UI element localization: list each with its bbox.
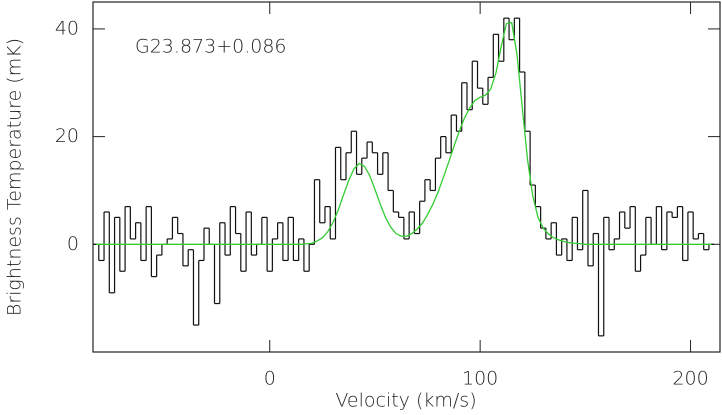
- y-axis-label: Brightness Temperature (mK): [4, 38, 26, 316]
- fit-line: [96, 21, 712, 245]
- x-axis-label: Velocity (km/s): [335, 390, 476, 412]
- x-tick-label: 200: [672, 368, 708, 390]
- x-tick-label: 0: [264, 368, 276, 390]
- annotation: G23.873+0.086: [135, 36, 287, 58]
- y-tick-label: 20: [55, 125, 79, 147]
- plot-frame: [92, 1, 721, 353]
- x-tick-label: 100: [462, 368, 498, 390]
- y-tick-label: 40: [55, 17, 79, 39]
- y-tick-label: 0: [67, 233, 79, 255]
- step-connector: [98, 18, 710, 336]
